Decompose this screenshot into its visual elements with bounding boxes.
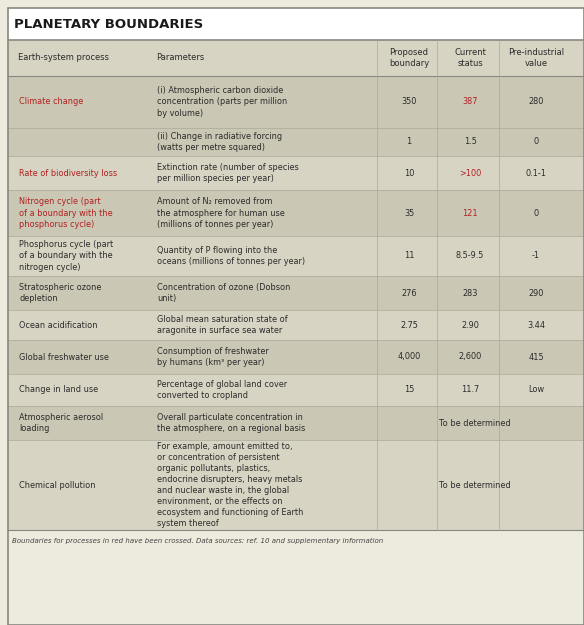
Bar (8, 40, 584, 76)
Bar (8, 440, 584, 530)
Text: 15: 15 (404, 386, 414, 394)
Text: Pre-industrial
value: Pre-industrial value (508, 48, 564, 68)
Bar (8, 8, 584, 40)
Bar (8, 530, 584, 552)
Text: Global mean saturation state of
aragonite in surface sea water: Global mean saturation state of aragonit… (157, 315, 288, 335)
Text: PLANETARY BOUNDARIES: PLANETARY BOUNDARIES (14, 18, 203, 31)
Text: 0: 0 (533, 209, 538, 217)
Text: 4,000: 4,000 (397, 352, 420, 361)
Text: Ocean acidification: Ocean acidification (19, 321, 98, 329)
Text: 290: 290 (529, 289, 544, 298)
Text: 350: 350 (401, 98, 417, 106)
Bar (8, 276, 584, 310)
Text: Extinction rate (number of species
per million species per year): Extinction rate (number of species per m… (157, 163, 299, 183)
Text: 387: 387 (463, 98, 478, 106)
Bar (8, 190, 584, 236)
Text: Phosphorus cycle (part
of a boundary with the
nitrogen cycle): Phosphorus cycle (part of a boundary wit… (19, 241, 113, 272)
Bar (8, 128, 584, 156)
Text: 2,600: 2,600 (458, 352, 482, 361)
Text: 11.7: 11.7 (461, 386, 479, 394)
Text: 415: 415 (528, 352, 544, 361)
Text: Stratospheric ozone
depletion: Stratospheric ozone depletion (19, 283, 102, 303)
Text: 283: 283 (463, 289, 478, 298)
Text: Quantity of P flowing into the
oceans (millions of tonnes per year): Quantity of P flowing into the oceans (m… (157, 246, 305, 266)
Text: Amount of N₂ removed from
the atmosphere for human use
(millions of tonnes per y: Amount of N₂ removed from the atmosphere… (157, 198, 285, 229)
Text: 276: 276 (401, 289, 417, 298)
Text: 280: 280 (529, 98, 544, 106)
Text: 1.5: 1.5 (464, 138, 477, 146)
Text: 2.90: 2.90 (461, 321, 479, 329)
Text: 0.1-1: 0.1-1 (526, 169, 547, 177)
Text: >100: >100 (459, 169, 481, 177)
Text: Global freshwater use: Global freshwater use (19, 352, 109, 361)
Text: -1: -1 (532, 251, 540, 261)
Text: 1: 1 (406, 138, 412, 146)
Text: Chemical pollution: Chemical pollution (19, 481, 96, 489)
Text: Overall particulate concentration in
the atmosphere, on a regional basis: Overall particulate concentration in the… (157, 413, 305, 433)
Text: Rate of biodiversity loss: Rate of biodiversity loss (19, 169, 117, 177)
Bar (8, 406, 584, 440)
Text: Earth-system process: Earth-system process (18, 54, 109, 62)
Text: 0: 0 (533, 138, 538, 146)
Text: 11: 11 (404, 251, 414, 261)
Text: 3.44: 3.44 (527, 321, 545, 329)
Text: (i) Atmospheric carbon dioxide
concentration (parts per million
by volume): (i) Atmospheric carbon dioxide concentra… (157, 86, 287, 118)
Bar (8, 236, 584, 276)
Bar (8, 156, 584, 190)
Text: To be determined: To be determined (439, 481, 511, 489)
Text: 121: 121 (462, 209, 478, 217)
Text: Low: Low (528, 386, 544, 394)
Bar (8, 374, 584, 406)
Bar (8, 310, 584, 340)
Text: Concentration of ozone (Dobson
unit): Concentration of ozone (Dobson unit) (157, 283, 290, 303)
Text: Atmospheric aerosol
loading: Atmospheric aerosol loading (19, 413, 103, 433)
Text: Consumption of freshwater
by humans (km³ per year): Consumption of freshwater by humans (km³… (157, 347, 269, 367)
Text: Nitrogen cycle (part
of a boundary with the
phosphorus cycle): Nitrogen cycle (part of a boundary with … (19, 198, 113, 229)
Bar (8, 76, 584, 128)
Text: Change in land use: Change in land use (19, 386, 98, 394)
Text: To be determined: To be determined (439, 419, 511, 428)
Text: Proposed
boundary: Proposed boundary (389, 48, 429, 68)
Text: Current
status: Current status (454, 48, 486, 68)
Text: 8.5-9.5: 8.5-9.5 (456, 251, 484, 261)
Text: 35: 35 (404, 209, 414, 217)
Bar (8, 340, 584, 374)
Text: Percentage of global land cover
converted to cropland: Percentage of global land cover converte… (157, 380, 287, 400)
Text: 10: 10 (404, 169, 414, 177)
Text: (ii) Change in radiative forcing
(watts per metre squared): (ii) Change in radiative forcing (watts … (157, 132, 282, 152)
Text: Parameters: Parameters (156, 54, 204, 62)
Text: For example, amount emitted to,
or concentration of persistent
organic pollutant: For example, amount emitted to, or conce… (157, 442, 303, 528)
Text: Climate change: Climate change (19, 98, 84, 106)
Text: 2.75: 2.75 (400, 321, 418, 329)
Text: Boundaries for processes in red have been crossed. Data sources: ref. 10 and sup: Boundaries for processes in red have bee… (12, 538, 383, 544)
